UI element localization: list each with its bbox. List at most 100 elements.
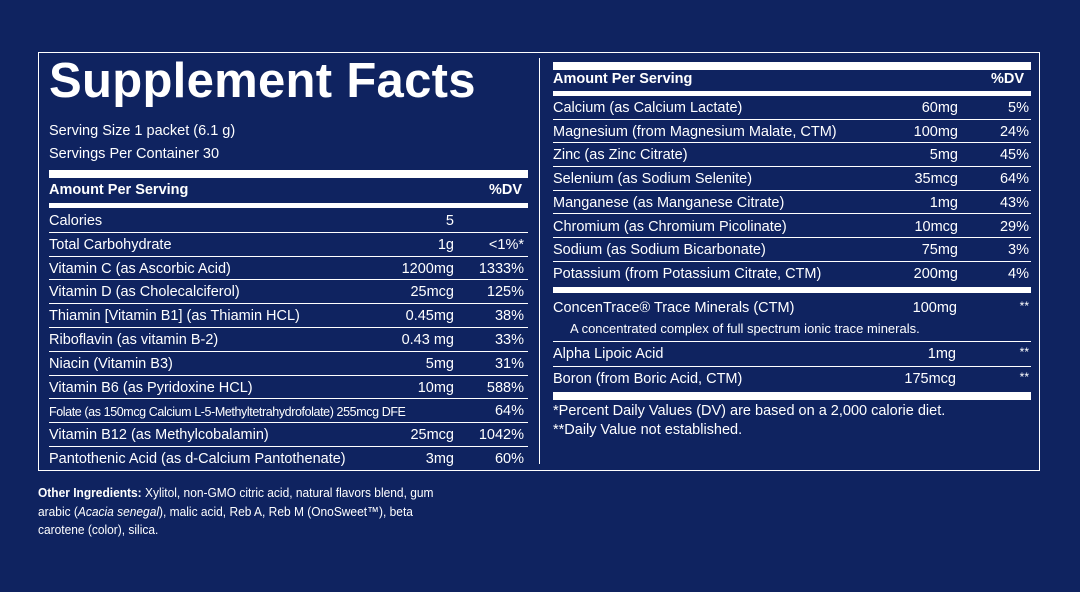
- nutrient-name: Vitamin C (as Ascorbic Acid): [49, 260, 231, 277]
- nutrient-name: Potassium (from Potassium Citrate, CTM): [553, 265, 822, 282]
- nutrient-row: Alpha Lipoic Acid 1mg **: [553, 342, 1031, 367]
- amount-per-serving-header: Amount Per Serving: [49, 182, 189, 198]
- nutrient-amount: 10mcg: [914, 218, 958, 235]
- nutrient-dv: 24%: [999, 123, 1029, 140]
- nutrient-name: Zinc (as Zinc Citrate): [553, 147, 688, 164]
- nutrient-dv: **: [1019, 299, 1029, 313]
- nutrient-dv: 38%: [494, 308, 524, 325]
- other-ingredients-text: ), malic acid, Reb A, Reb M (OnoSweet™),…: [38, 503, 413, 538]
- nutrient-dv: **: [1019, 345, 1029, 359]
- nutrient-row: Vitamin B12 (as Methylcobalamin) 25mcg 104…: [49, 423, 528, 447]
- nutrient-name: Chromium (as Chromium Picolinate): [553, 218, 787, 235]
- nutrient-amount: 100mg: [913, 123, 958, 140]
- nutrient-amount: 25mcg: [410, 284, 454, 301]
- medium-rule: [553, 91, 1031, 96]
- thick-rule: [553, 392, 1031, 400]
- nutrient-row: Pantothenic Acid (as d-Calcium Pantothen…: [49, 447, 528, 471]
- footnote-dv: *Percent Daily Values (DV) are based on …: [553, 403, 946, 419]
- nutrient-name: Total Carbohydrate: [49, 236, 172, 253]
- nutrient-row: Magnesium (from Magnesium Malate, CTM) 10…: [553, 120, 1031, 144]
- nutrient-dv: 5%: [1008, 100, 1029, 116]
- nutrient-dv: 1333%: [478, 260, 524, 277]
- nutrient-row: Vitamin D (as Cholecalciferol) 25mcg 125%: [49, 280, 528, 305]
- nutrient-dv: 1042%: [478, 427, 524, 444]
- nutrient-amount: 0.43 mg: [401, 332, 454, 348]
- nutrient-name: Folate (as 150mcg Calcium L-5-Methyltetr…: [49, 405, 406, 420]
- nutrient-row: Calories 5: [49, 209, 528, 233]
- supplement-facts-panel: [38, 52, 1040, 471]
- nutrient-amount: 1mg: [927, 346, 956, 362]
- nutrient-row: Chromium (as Chromium Picolinate) 10mcg 29…: [553, 215, 1031, 239]
- nutrient-row: Riboflavin (as vitamin B-2) 0.43 mg 33%: [49, 328, 528, 352]
- nutrient-dv: **: [1019, 370, 1029, 384]
- amount-per-serving-header: Amount Per Serving: [553, 71, 693, 87]
- nutrient-name: Boron (from Boric Acid, CTM): [553, 371, 743, 387]
- nutrient-row: Selenium (as Sodium Selenite) 35mcg 64%: [553, 167, 1031, 191]
- nutrient-dv: 45%: [999, 147, 1029, 164]
- nutrient-name: Vitamin D (as Cholecalciferol): [49, 284, 240, 301]
- serving-size: Serving Size 1 packet (6.1 g): [49, 123, 236, 139]
- servings-per-container: Servings Per Container 30: [49, 146, 220, 162]
- nutrient-dv: 125%: [486, 284, 524, 301]
- nutrient-amount: 75mg: [921, 242, 958, 259]
- nutrient-row: Thiamin [Vitamin B1] (as Thiamin HCL) 0.4…: [49, 304, 528, 328]
- nutrient-row: Calcium (as Calcium Lactate) 60mg 5%: [553, 96, 1031, 120]
- nutrient-name: ConcenTrace® Trace Minerals (CTM): [553, 300, 795, 316]
- thick-rule: [49, 170, 528, 178]
- other-ingredients-text: Xylitol, non-GMO citric acid, natural fl…: [38, 485, 434, 519]
- nutrient-amount: 0.45mg: [405, 308, 454, 325]
- nutrient-amount: 5mg: [929, 147, 958, 164]
- nutrient-dv: <1%*: [488, 236, 524, 253]
- nutrient-dv: 3%: [1008, 242, 1029, 259]
- other-ingredients-italic: Acacia senegal: [77, 503, 160, 519]
- dv-header: %DV: [489, 182, 523, 198]
- medium-rule: [553, 287, 1031, 293]
- nutrient-amount: 3mg: [425, 451, 454, 467]
- nutrient-row: Folate (as 150mcg Calcium L-5-Methyltetr…: [49, 399, 528, 424]
- nutrient-amount: 60mg: [921, 100, 958, 116]
- other-ingredients: Other Ingredients: Xylitol, non-GMO citr…: [38, 484, 443, 540]
- nutrient-amount: 5: [445, 213, 454, 229]
- nutrient-name: Alpha Lipoic Acid: [553, 346, 664, 362]
- nutrient-amount: 5mg: [425, 355, 454, 372]
- nutrient-dv: 29%: [999, 218, 1029, 235]
- nutrient-row: Vitamin C (as Ascorbic Acid) 1200mg 1333%: [49, 257, 528, 281]
- thick-rule: [553, 62, 1031, 70]
- nutrient-name: Vitamin B12 (as Methylcobalamin): [49, 427, 269, 444]
- nutrient-name: Selenium (as Sodium Selenite): [553, 171, 753, 188]
- nutrient-amount: 35mcg: [914, 171, 958, 188]
- nutrient-name: Pantothenic Acid (as d-Calcium Pantothen…: [49, 451, 346, 467]
- nutrient-name: Sodium (as Sodium Bicarbonate): [553, 242, 766, 259]
- nutrient-row: Niacin (Vitamin B3) 5mg 31%: [49, 352, 528, 376]
- nutrient-dv: 64%: [999, 171, 1029, 188]
- nutrient-dv: 588%: [486, 379, 524, 396]
- other-ingredients-label: Other Ingredients:: [38, 485, 142, 500]
- row-rule: [553, 341, 1031, 342]
- nutrient-dv: 33%: [494, 332, 524, 348]
- nutrient-row: Manganese (as Manganese Citrate) 1mg 43%: [553, 191, 1031, 215]
- nutrient-name: Niacin (Vitamin B3): [49, 355, 173, 372]
- panel-title: Supplement Facts: [49, 54, 476, 108]
- column-divider: [539, 58, 540, 464]
- nutrient-dv: 64%: [494, 403, 524, 420]
- nutrient-amount: 100mg: [912, 300, 957, 316]
- nutrient-name: Vitamin B6 (as Pyridoxine HCL): [49, 379, 253, 396]
- nutrient-amount: 10mg: [417, 379, 454, 396]
- nutrient-name: Riboflavin (as vitamin B-2): [49, 332, 219, 348]
- nutrient-amount: 1200mg: [401, 260, 454, 277]
- nutrient-dv: 4%: [1008, 265, 1029, 282]
- medium-rule: [49, 203, 528, 208]
- nutrient-dv: 43%: [999, 194, 1029, 211]
- nutrient-row: Total Carbohydrate 1g <1%*: [49, 233, 528, 257]
- nutrient-name: Calcium (as Calcium Lactate): [553, 100, 743, 116]
- footnote-not-established: **Daily Value not established.: [553, 422, 743, 438]
- nutrient-dv: 60%: [494, 451, 524, 467]
- nutrient-name: Manganese (as Manganese Citrate): [553, 194, 785, 211]
- nutrient-row: Zinc (as Zinc Citrate) 5mg 45%: [553, 143, 1031, 168]
- nutrient-amount: 1mg: [929, 194, 958, 211]
- concentrace-description: A concentrated complex of full spectrum …: [570, 321, 920, 336]
- nutrient-row: Sodium (as Sodium Bicarbonate) 75mg 3%: [553, 238, 1031, 262]
- nutrient-row: Potassium (from Potassium Citrate, CTM) 2…: [553, 262, 1031, 286]
- concentrace-row: ConcenTrace® Trace Minerals (CTM) 100mg …: [553, 296, 1031, 320]
- nutrient-name: Magnesium (from Magnesium Malate, CTM): [553, 123, 837, 140]
